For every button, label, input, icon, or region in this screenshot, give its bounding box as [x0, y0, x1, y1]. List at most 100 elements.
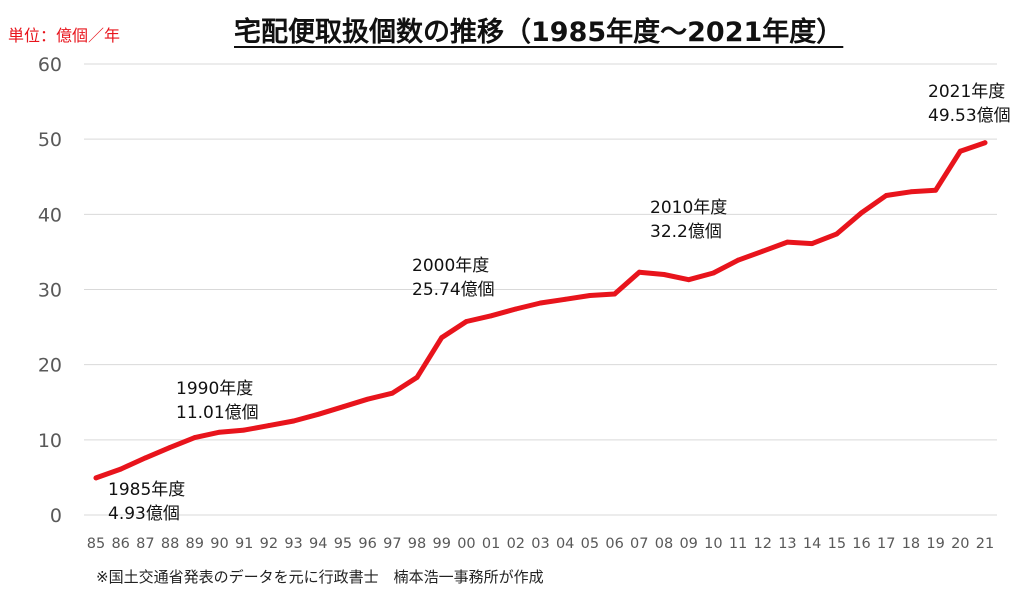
data-point-12	[760, 248, 766, 254]
data-point-15	[834, 231, 840, 237]
x-tick-label-01: 01	[482, 536, 500, 552]
annotation-1985: 1985年度 4.93億個	[108, 478, 185, 526]
data-point-11	[735, 257, 741, 263]
x-tick-label-19: 19	[926, 536, 944, 552]
x-tick-label-04: 04	[556, 536, 574, 552]
x-tick-label-00: 00	[457, 536, 475, 552]
annotation-2010-value: 32.2億個	[650, 222, 722, 242]
data-point-07	[636, 269, 642, 275]
y-tick-label-30: 30	[38, 280, 62, 302]
data-point-09	[686, 277, 692, 283]
data-point-98	[414, 375, 420, 380]
x-tick-label-09: 09	[679, 536, 697, 552]
y-tick-label-0: 0	[50, 505, 62, 527]
y-tick-label-20: 20	[38, 355, 62, 377]
data-point-95	[340, 404, 346, 410]
annotation-2000-value: 25.74億個	[412, 280, 495, 300]
data-point-99	[439, 335, 445, 341]
data-point-10	[710, 270, 716, 276]
data-point-85	[93, 475, 99, 481]
x-tick-label-89: 89	[186, 536, 204, 552]
data-point-04	[562, 296, 568, 302]
y-tick-label-10: 10	[38, 430, 62, 452]
x-tick-label-88: 88	[161, 536, 179, 552]
data-point-93	[291, 418, 296, 424]
x-tick-label-87: 87	[136, 536, 154, 552]
data-point-01	[488, 313, 494, 319]
annotation-2021-value: 49.53億個	[928, 106, 1011, 126]
data-point-96	[365, 396, 371, 402]
data-point-87	[142, 455, 148, 461]
y-tick-label-60: 60	[38, 54, 62, 76]
x-tick-label-97: 97	[383, 536, 401, 552]
series-line-0	[93, 140, 988, 481]
x-tick-label-85: 85	[87, 536, 105, 552]
x-tick-label-10: 10	[704, 536, 722, 552]
data-point-86	[118, 466, 124, 472]
data-point-88	[167, 444, 173, 450]
x-tick-label-98: 98	[408, 536, 426, 552]
data-point-16	[859, 210, 864, 216]
annotation-1985-year: 1985年度	[108, 480, 186, 500]
y-tick-label-40: 40	[38, 204, 62, 226]
x-tick-label-20: 20	[951, 536, 969, 552]
x-tick-label-12: 12	[754, 536, 772, 552]
x-tick-label-18: 18	[902, 536, 920, 552]
x-tick-label-21: 21	[976, 536, 994, 552]
chart-title: 宅配便取扱個数の推移（1985年度～2021年度）	[234, 17, 844, 48]
data-point-92	[266, 423, 272, 428]
x-tick-label-14: 14	[803, 536, 821, 552]
annotation-2021: 2021年度 49.53億個	[928, 80, 1011, 128]
data-point-18	[908, 189, 914, 195]
data-point-20	[957, 148, 963, 154]
data-point-02	[513, 306, 519, 312]
data-point-14	[809, 241, 815, 247]
annotation-2010-year: 2010年度	[650, 198, 728, 218]
x-tick-label-03: 03	[531, 536, 549, 552]
x-tick-label-93: 93	[284, 536, 302, 552]
x-tick-label-90: 90	[210, 536, 228, 552]
x-tick-label-08: 08	[655, 536, 673, 552]
x-tick-label-02: 02	[507, 536, 525, 552]
x-tick-label-92: 92	[260, 536, 278, 552]
data-point-00	[464, 319, 469, 324]
data-point-90	[217, 429, 222, 435]
data-point-06	[612, 291, 617, 297]
annotation-1990-value: 11.01億個	[176, 403, 259, 423]
x-tick-label-06: 06	[605, 536, 623, 552]
y-tick-label-50: 50	[38, 129, 62, 151]
data-point-21	[982, 140, 988, 146]
data-point-08	[661, 272, 667, 277]
x-tick-label-86: 86	[111, 536, 129, 552]
x-tick-label-13: 13	[778, 536, 796, 552]
data-point-19	[933, 187, 939, 193]
x-tick-label-96: 96	[358, 536, 376, 552]
annotation-1990-year: 1990年度	[176, 379, 254, 399]
annotation-2021-year: 2021年度	[928, 82, 1006, 102]
x-tick-label-16: 16	[852, 536, 870, 552]
x-tick-label-99: 99	[432, 536, 450, 552]
annotation-1985-value: 4.93億個	[108, 504, 180, 524]
data-point-05	[587, 293, 593, 298]
x-tick-label-94: 94	[309, 536, 327, 552]
x-tick-label-07: 07	[630, 536, 648, 552]
data-point-91	[241, 427, 247, 433]
x-tick-label-05: 05	[581, 536, 599, 552]
x-tick-label-91: 91	[235, 536, 253, 552]
data-point-03	[538, 300, 543, 306]
data-point-97	[389, 390, 395, 396]
x-tick-label-11: 11	[729, 536, 747, 552]
unit-label: 単位：億個／年	[8, 26, 121, 45]
x-tick-label-17: 17	[877, 536, 895, 552]
source-note: ※国土交通省発表のデータを元に行政書士 楠本浩一事務所が作成	[96, 568, 544, 586]
data-point-13	[785, 239, 790, 245]
data-point-89	[192, 435, 198, 440]
data-point-94	[315, 411, 321, 417]
annotation-1990: 1990年度 11.01億個	[176, 377, 259, 425]
x-tick-label-15: 15	[828, 536, 846, 552]
annotation-2000: 2000年度 25.74億個	[412, 254, 495, 302]
x-tick-label-95: 95	[334, 536, 352, 552]
annotation-2010: 2010年度 32.2億個	[650, 196, 727, 244]
annotation-2000-year: 2000年度	[412, 256, 490, 276]
